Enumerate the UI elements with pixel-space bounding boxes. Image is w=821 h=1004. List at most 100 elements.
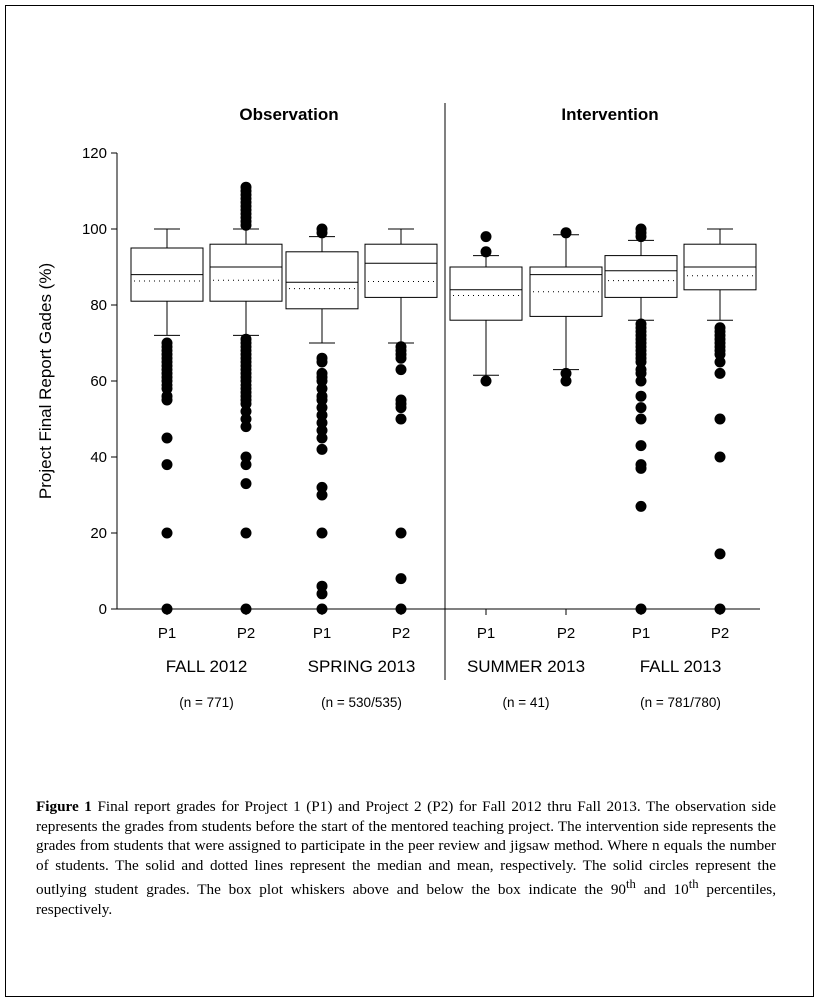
box-iqr	[285, 251, 359, 310]
outlier-point	[316, 383, 328, 395]
outlier-point	[395, 364, 407, 376]
outlier-point	[161, 432, 173, 444]
box-group	[449, 231, 523, 387]
outlier-point	[240, 603, 252, 615]
caption-sup-2: th	[688, 877, 699, 891]
outlier-point	[316, 443, 328, 455]
box-group	[683, 228, 757, 615]
box-iqr	[449, 266, 523, 321]
y-axis-label: Project Final Report Gades (%)	[36, 263, 55, 499]
term-label: SUMMER 2013	[467, 657, 585, 676]
outlier-point	[560, 227, 572, 239]
category-label: P1	[313, 625, 331, 642]
term-n-label: (n = 41)	[503, 695, 550, 710]
outlier-point	[395, 527, 407, 539]
y-tick-label: 0	[99, 601, 107, 618]
outlier-point	[635, 413, 647, 425]
category-label: P2	[392, 625, 410, 642]
outlier-point	[635, 390, 647, 402]
outlier-point	[316, 417, 328, 429]
term-n-label: (n = 781/780)	[640, 695, 721, 710]
outlier-point	[316, 603, 328, 615]
outlier-point	[395, 341, 407, 353]
outlier-point	[635, 318, 647, 330]
term-label: SPRING 2013	[308, 657, 416, 676]
category-label: P1	[632, 625, 650, 642]
box-group	[285, 223, 359, 615]
box-iqr	[209, 243, 283, 302]
figure-frame	[5, 5, 814, 997]
outlier-point	[316, 223, 328, 235]
term-n-label: (n = 771)	[179, 695, 233, 710]
outlier-point	[635, 500, 647, 512]
y-tick-label: 20	[90, 525, 107, 542]
outlier-point	[316, 352, 328, 364]
box-iqr	[364, 243, 438, 298]
outlier-point	[316, 580, 328, 592]
category-label: P2	[237, 625, 255, 642]
outlier-point	[240, 413, 252, 425]
box-group	[209, 181, 283, 615]
outlier-point	[635, 223, 647, 235]
outlier-point	[316, 588, 328, 600]
outlier-point	[560, 367, 572, 379]
category-label: P1	[477, 625, 495, 642]
outlier-point	[395, 394, 407, 406]
outlier-point	[714, 413, 726, 425]
caption-sup-1: th	[626, 877, 636, 891]
outlier-point	[714, 548, 726, 560]
outlier-point	[316, 432, 328, 444]
outlier-point	[395, 413, 407, 425]
outlier-point	[240, 405, 252, 417]
box-group	[604, 223, 678, 615]
outlier-point	[161, 337, 173, 349]
outlier-point	[316, 481, 328, 493]
outlier-point	[635, 402, 647, 414]
outlier-point	[240, 478, 252, 490]
term-n-label: (n = 530/535)	[321, 695, 402, 710]
category-label: P2	[711, 625, 729, 642]
caption-label: Figure 1	[36, 798, 92, 815]
outlier-point	[316, 402, 328, 414]
category-label: P2	[557, 625, 575, 642]
outlier-point	[161, 603, 173, 615]
outlier-point	[161, 390, 173, 402]
outlier-point	[480, 375, 492, 387]
box-iqr	[529, 266, 603, 317]
outlier-point	[316, 409, 328, 421]
outlier-point	[316, 367, 328, 379]
outlier-point	[714, 356, 726, 368]
outlier-point	[240, 421, 252, 433]
outlier-point	[316, 390, 328, 402]
outlier-point	[395, 573, 407, 585]
outlier-point	[161, 527, 173, 539]
outlier-point	[635, 440, 647, 452]
box-group	[529, 227, 603, 387]
outlier-point	[714, 451, 726, 463]
outlier-point	[240, 527, 252, 539]
outlier-point	[395, 603, 407, 615]
caption-end: percentiles, respectively.	[36, 881, 777, 918]
section-title: Observation	[239, 105, 338, 124]
y-tick-label: 100	[82, 221, 107, 238]
category-label: P1	[158, 625, 176, 642]
y-tick-label: 40	[90, 449, 107, 466]
box-plot-chart: 0 20 40 60 80 100 120 Project Final Report Gade…	[36, 103, 760, 710]
outlier-point	[560, 375, 572, 387]
outlier-point	[240, 181, 252, 193]
box-iqr	[604, 255, 678, 298]
term-label: FALL 2012	[166, 657, 248, 676]
outlier-point	[240, 451, 252, 463]
y-tick-label: 80	[90, 297, 107, 314]
outlier-point	[316, 489, 328, 501]
box-group	[130, 228, 204, 615]
box-group	[364, 228, 438, 615]
outlier-point	[316, 527, 328, 539]
outlier-point	[714, 603, 726, 615]
figure-caption: Figure 1 Final report grades for Project…	[36, 797, 776, 919]
outlier-point	[714, 367, 726, 379]
caption-mid: and 10	[635, 881, 689, 899]
outlier-point	[480, 231, 492, 243]
outlier-point	[635, 603, 647, 615]
term-label: FALL 2013	[640, 657, 722, 676]
